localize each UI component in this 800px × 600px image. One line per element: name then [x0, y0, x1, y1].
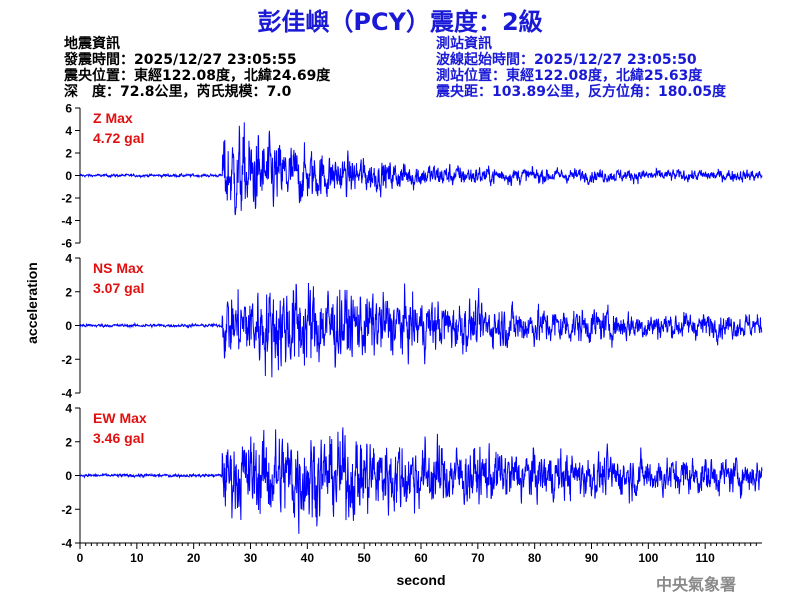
agency-name: 中央氣象署 — [656, 575, 737, 594]
epicentral-distance: 震央距：103.89公里，反方位角：180.05度 — [436, 84, 727, 100]
y-tick-label: 0 — [65, 469, 72, 483]
origin-time: 發震時間：2025/12/27 23:05:55 — [64, 52, 297, 68]
y-tick-label: 2 — [65, 435, 72, 449]
x-tick-label: 50 — [357, 551, 371, 565]
y-tick-label: 4 — [65, 252, 72, 266]
x-tick-label: 10 — [130, 551, 144, 565]
y-tick-label: 4 — [65, 402, 72, 416]
y-tick-label: 0 — [65, 169, 72, 183]
y-tick-label: -6 — [61, 237, 72, 251]
quake-info: 地震資訊 發震時間：2025/12/27 23:05:55 震央位置：東經122… — [64, 36, 330, 100]
y-tick-label: 0 — [65, 319, 72, 333]
y-tick-label: 6 — [65, 102, 72, 116]
max-label-ns: NS Max — [93, 260, 144, 276]
y-tick-label: -2 — [61, 503, 72, 517]
x-tick-label: 40 — [301, 551, 315, 565]
y-tick-label: -4 — [61, 387, 72, 401]
epicenter-location: 震央位置：東經122.08度，北緯24.69度 — [64, 68, 331, 84]
x-tick-label: 80 — [528, 551, 542, 565]
depth-magnitude: 深 度：72.8公里，芮氏規模：7.0 — [64, 84, 292, 100]
x-tick-label: 30 — [244, 551, 258, 565]
max-label-z: Z Max — [93, 110, 133, 126]
page-title: 彭佳嶼（PCY）震度：2級 — [257, 8, 543, 36]
max-label-ew: EW Max — [93, 410, 147, 426]
x-tick-label: 90 — [585, 551, 599, 565]
y-tick-label: -4 — [61, 214, 72, 228]
waveform-ns — [79, 282, 763, 378]
station-info-header: 測站資訊 — [436, 36, 492, 52]
x-tick-label: 100 — [638, 551, 658, 565]
max-value-ew: 3.46 gal — [93, 430, 144, 446]
y-tick-label: -2 — [61, 192, 72, 206]
quake-info-header: 地震資訊 — [64, 36, 120, 52]
record-start-time: 波線起始時間：2025/12/27 23:05:50 — [436, 52, 697, 68]
x-tick-label: 20 — [187, 551, 201, 565]
x-tick-label: 60 — [414, 551, 428, 565]
waveform-z — [79, 122, 763, 216]
waveform-ew — [79, 427, 763, 534]
station-location: 測站位置：東經122.08度，北緯25.63度 — [436, 68, 703, 84]
x-axis-title: second — [396, 572, 445, 588]
y-tick-label: 2 — [65, 285, 72, 299]
y-tick-label: 2 — [65, 147, 72, 161]
y-tick-label: -2 — [61, 353, 72, 367]
max-value-ns: 3.07 gal — [93, 280, 144, 296]
station-info: 測站資訊 波線起始時間：2025/12/27 23:05:50 測站位置：東經1… — [436, 36, 726, 100]
max-value-z: 4.72 gal — [93, 130, 144, 146]
y-tick-label: -4 — [61, 537, 72, 551]
x-tick-label: 110 — [695, 551, 715, 565]
y-tick-label: 4 — [65, 124, 72, 138]
x-tick-label: 0 — [77, 551, 84, 565]
x-tick-label: 70 — [471, 551, 485, 565]
y-axis-title: acceleration — [24, 262, 40, 344]
